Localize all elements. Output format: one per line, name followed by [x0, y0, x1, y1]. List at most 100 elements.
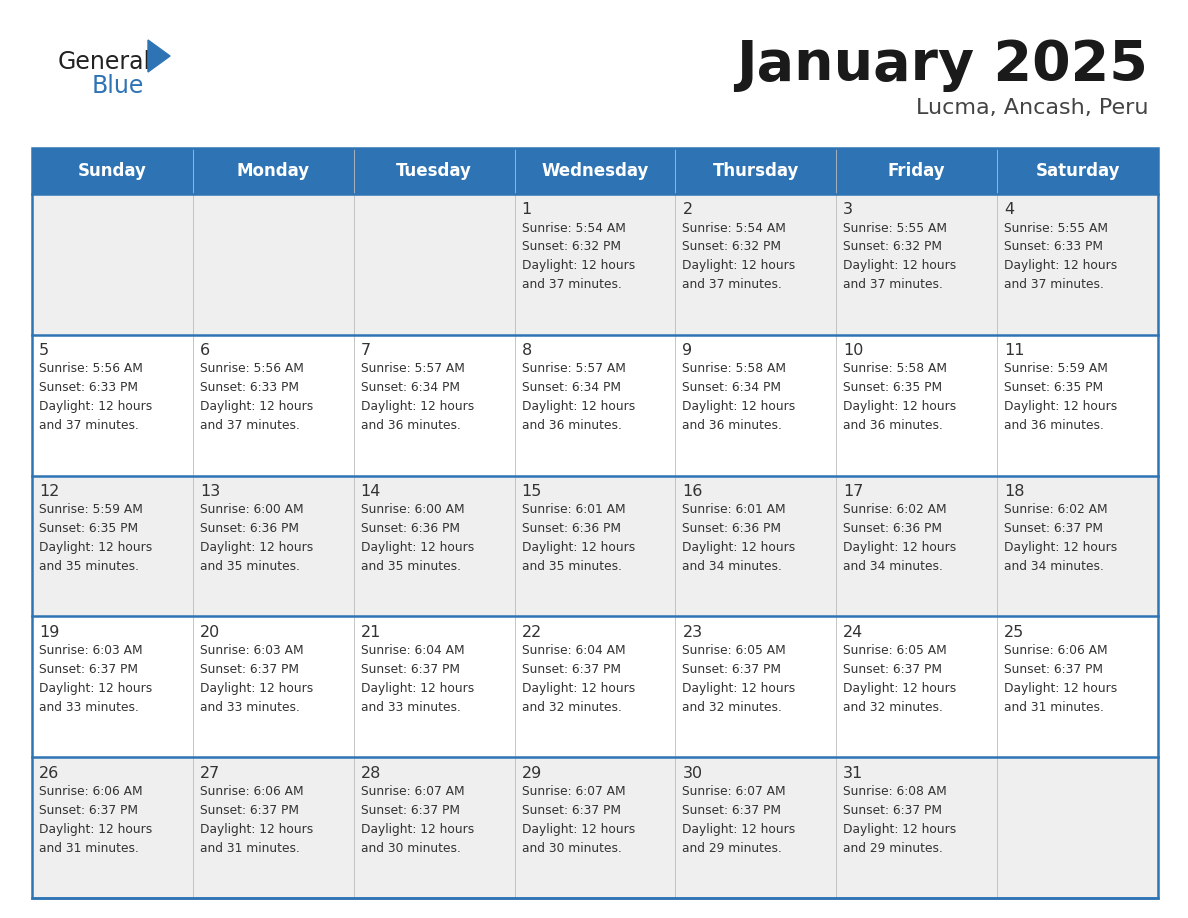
- Text: 28: 28: [361, 766, 381, 780]
- Text: Sunset: 6:33 PM: Sunset: 6:33 PM: [39, 381, 138, 395]
- Text: 7: 7: [361, 343, 371, 358]
- Bar: [32, 194, 1158, 335]
- Text: Daylight: 12 hours: Daylight: 12 hours: [1004, 260, 1118, 273]
- Text: 30: 30: [682, 766, 702, 780]
- Text: and 34 minutes.: and 34 minutes.: [1004, 560, 1104, 573]
- Text: Sunrise: 5:58 AM: Sunrise: 5:58 AM: [843, 363, 947, 375]
- Text: Sunset: 6:33 PM: Sunset: 6:33 PM: [200, 381, 299, 395]
- Text: 20: 20: [200, 625, 220, 640]
- Text: 10: 10: [843, 343, 864, 358]
- Text: 26: 26: [39, 766, 59, 780]
- Text: Sunset: 6:37 PM: Sunset: 6:37 PM: [682, 663, 782, 676]
- Text: and 36 minutes.: and 36 minutes.: [682, 420, 783, 432]
- Text: Sunset: 6:34 PM: Sunset: 6:34 PM: [682, 381, 782, 395]
- Text: Wednesday: Wednesday: [542, 162, 649, 180]
- Text: Sunrise: 6:00 AM: Sunrise: 6:00 AM: [361, 503, 465, 516]
- Text: Sunset: 6:34 PM: Sunset: 6:34 PM: [361, 381, 460, 395]
- Text: Daylight: 12 hours: Daylight: 12 hours: [843, 823, 956, 835]
- Text: 8: 8: [522, 343, 532, 358]
- Text: Daylight: 12 hours: Daylight: 12 hours: [843, 541, 956, 554]
- Text: Sunset: 6:37 PM: Sunset: 6:37 PM: [200, 663, 299, 676]
- Text: 16: 16: [682, 484, 703, 499]
- Text: Daylight: 12 hours: Daylight: 12 hours: [39, 541, 152, 554]
- Text: 9: 9: [682, 343, 693, 358]
- Text: Monday: Monday: [236, 162, 310, 180]
- Text: Daylight: 12 hours: Daylight: 12 hours: [522, 541, 634, 554]
- Text: and 35 minutes.: and 35 minutes.: [200, 560, 299, 573]
- Text: and 37 minutes.: and 37 minutes.: [200, 420, 299, 432]
- Text: Daylight: 12 hours: Daylight: 12 hours: [843, 682, 956, 695]
- Text: Saturday: Saturday: [1035, 162, 1120, 180]
- Text: and 32 minutes.: and 32 minutes.: [522, 701, 621, 714]
- Text: Sunset: 6:35 PM: Sunset: 6:35 PM: [1004, 381, 1104, 395]
- Text: Daylight: 12 hours: Daylight: 12 hours: [200, 400, 314, 413]
- Text: Daylight: 12 hours: Daylight: 12 hours: [843, 260, 956, 273]
- Text: Sunrise: 6:03 AM: Sunrise: 6:03 AM: [200, 644, 303, 657]
- Text: 17: 17: [843, 484, 864, 499]
- Text: Sunrise: 6:06 AM: Sunrise: 6:06 AM: [200, 785, 303, 798]
- Text: 2: 2: [682, 203, 693, 218]
- Text: Sunrise: 5:59 AM: Sunrise: 5:59 AM: [1004, 363, 1108, 375]
- Text: Daylight: 12 hours: Daylight: 12 hours: [682, 400, 796, 413]
- Text: Sunset: 6:37 PM: Sunset: 6:37 PM: [682, 803, 782, 817]
- Text: and 32 minutes.: and 32 minutes.: [682, 701, 783, 714]
- Polygon shape: [148, 40, 170, 72]
- Text: 22: 22: [522, 625, 542, 640]
- Text: Sunrise: 6:01 AM: Sunrise: 6:01 AM: [522, 503, 625, 516]
- Text: Sunrise: 6:03 AM: Sunrise: 6:03 AM: [39, 644, 143, 657]
- Text: Sunset: 6:37 PM: Sunset: 6:37 PM: [361, 803, 460, 817]
- Text: 19: 19: [39, 625, 59, 640]
- Text: 25: 25: [1004, 625, 1024, 640]
- Text: Daylight: 12 hours: Daylight: 12 hours: [200, 541, 314, 554]
- Text: Sunset: 6:37 PM: Sunset: 6:37 PM: [361, 663, 460, 676]
- Text: Sunset: 6:34 PM: Sunset: 6:34 PM: [522, 381, 620, 395]
- Text: Daylight: 12 hours: Daylight: 12 hours: [361, 541, 474, 554]
- Text: Sunrise: 5:57 AM: Sunrise: 5:57 AM: [361, 363, 465, 375]
- Text: Lucma, Ancash, Peru: Lucma, Ancash, Peru: [916, 98, 1148, 118]
- Text: and 37 minutes.: and 37 minutes.: [522, 278, 621, 292]
- Text: Daylight: 12 hours: Daylight: 12 hours: [1004, 682, 1118, 695]
- Text: Sunday: Sunday: [78, 162, 147, 180]
- Text: 13: 13: [200, 484, 220, 499]
- Text: and 37 minutes.: and 37 minutes.: [39, 420, 139, 432]
- Text: Daylight: 12 hours: Daylight: 12 hours: [200, 823, 314, 835]
- Text: Sunset: 6:37 PM: Sunset: 6:37 PM: [39, 803, 138, 817]
- Text: and 34 minutes.: and 34 minutes.: [843, 560, 943, 573]
- Text: Friday: Friday: [887, 162, 946, 180]
- Text: Sunrise: 5:55 AM: Sunrise: 5:55 AM: [1004, 221, 1108, 234]
- Text: Daylight: 12 hours: Daylight: 12 hours: [522, 260, 634, 273]
- Text: and 29 minutes.: and 29 minutes.: [682, 842, 783, 855]
- Text: Sunrise: 5:58 AM: Sunrise: 5:58 AM: [682, 363, 786, 375]
- Text: and 31 minutes.: and 31 minutes.: [200, 842, 299, 855]
- Text: Daylight: 12 hours: Daylight: 12 hours: [682, 823, 796, 835]
- Text: Sunrise: 6:02 AM: Sunrise: 6:02 AM: [1004, 503, 1107, 516]
- Text: Sunrise: 6:04 AM: Sunrise: 6:04 AM: [522, 644, 625, 657]
- Bar: [32, 616, 1158, 757]
- Text: 27: 27: [200, 766, 220, 780]
- Text: Tuesday: Tuesday: [397, 162, 472, 180]
- Text: and 37 minutes.: and 37 minutes.: [843, 278, 943, 292]
- Text: Daylight: 12 hours: Daylight: 12 hours: [361, 400, 474, 413]
- Text: and 33 minutes.: and 33 minutes.: [39, 701, 139, 714]
- Text: Sunset: 6:37 PM: Sunset: 6:37 PM: [843, 803, 942, 817]
- Text: Sunset: 6:37 PM: Sunset: 6:37 PM: [200, 803, 299, 817]
- Text: Sunrise: 5:56 AM: Sunrise: 5:56 AM: [39, 363, 143, 375]
- Text: Sunrise: 5:57 AM: Sunrise: 5:57 AM: [522, 363, 625, 375]
- Text: Blue: Blue: [91, 74, 145, 98]
- Text: 31: 31: [843, 766, 864, 780]
- Text: Sunrise: 6:08 AM: Sunrise: 6:08 AM: [843, 785, 947, 798]
- Text: and 36 minutes.: and 36 minutes.: [843, 420, 943, 432]
- Text: Sunset: 6:36 PM: Sunset: 6:36 PM: [682, 522, 782, 535]
- Text: 21: 21: [361, 625, 381, 640]
- Text: Sunrise: 6:00 AM: Sunrise: 6:00 AM: [200, 503, 303, 516]
- Text: Daylight: 12 hours: Daylight: 12 hours: [361, 823, 474, 835]
- Text: and 32 minutes.: and 32 minutes.: [843, 701, 943, 714]
- Text: Sunrise: 6:06 AM: Sunrise: 6:06 AM: [1004, 644, 1107, 657]
- Text: Sunrise: 6:02 AM: Sunrise: 6:02 AM: [843, 503, 947, 516]
- Text: Sunrise: 6:01 AM: Sunrise: 6:01 AM: [682, 503, 786, 516]
- Text: and 34 minutes.: and 34 minutes.: [682, 560, 783, 573]
- Text: Daylight: 12 hours: Daylight: 12 hours: [1004, 541, 1118, 554]
- Text: Daylight: 12 hours: Daylight: 12 hours: [843, 400, 956, 413]
- Bar: [32, 148, 1158, 898]
- Text: Sunset: 6:36 PM: Sunset: 6:36 PM: [200, 522, 299, 535]
